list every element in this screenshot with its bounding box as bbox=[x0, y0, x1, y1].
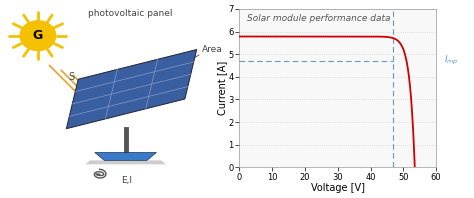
Text: G: G bbox=[33, 29, 43, 42]
Text: S: S bbox=[68, 72, 74, 82]
Text: Solar module performance data: Solar module performance data bbox=[247, 14, 391, 23]
Text: $I_{mp}$: $I_{mp}$ bbox=[444, 54, 458, 67]
Polygon shape bbox=[95, 152, 156, 160]
Polygon shape bbox=[85, 160, 166, 164]
Text: Area: Area bbox=[201, 45, 222, 54]
Text: E,I: E,I bbox=[121, 176, 132, 185]
Y-axis label: Current [A]: Current [A] bbox=[217, 61, 227, 115]
Polygon shape bbox=[66, 50, 197, 129]
Text: photovoltaic panel: photovoltaic panel bbox=[88, 9, 173, 18]
X-axis label: Voltage [V]: Voltage [V] bbox=[311, 183, 365, 193]
Circle shape bbox=[20, 21, 56, 50]
